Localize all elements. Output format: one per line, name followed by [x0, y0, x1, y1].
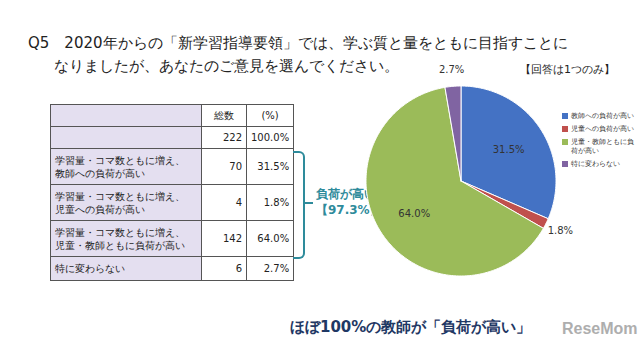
svg-text:31.5%: 31.5% — [493, 144, 525, 155]
html-text:64.0%: 64.0% — [257, 233, 290, 244]
html-text:142: 142 — [222, 233, 242, 244]
html-text:100.0%: 100.0% — [251, 132, 290, 143]
html-text:1.8%: 1.8% — [263, 197, 290, 208]
html-text:負荷が高い: 負荷が高い — [316, 187, 376, 201]
html-text:学習量・コマ数ともに増え、: 学習量・コマ数ともに増え、 — [55, 226, 185, 238]
html-text:学習量・コマ数ともに増え、: 学習量・コマ数ともに増え、 — [55, 154, 185, 166]
html-text:【97.3%】: 【97.3%】 — [316, 203, 382, 217]
html-text:なりましたが、あなたのご意見を選んでください。: なりましたが、あなたのご意見を選んでください。 — [54, 57, 399, 75]
html-text:4: 4 — [235, 197, 242, 208]
html-text:222: 222 — [222, 132, 242, 143]
html-text:2.7%: 2.7% — [263, 263, 290, 274]
html-text:特に変わらない: 特に変わらない — [55, 263, 125, 274]
svg-text:2.7%: 2.7% — [439, 64, 464, 75]
html-text:児童への負荷が高い: 児童への負荷が高い — [571, 125, 634, 133]
html-text:学習量・コマ数ともに増え、: 学習量・コマ数ともに増え、 — [55, 190, 185, 202]
html-text:児童・教師ともに負荷が高い: 児童・教師ともに負荷が高い — [571, 138, 634, 155]
html-text:ほぼ100%の教師が「負荷が高い」: ほぼ100%の教師が「負荷が高い」 — [290, 318, 532, 336]
html-text:総数: 総数 — [214, 110, 234, 121]
svg-text:1.8%: 1.8% — [548, 225, 573, 236]
html-text:70: 70 — [229, 161, 242, 172]
html-text:児童・教師ともに負荷が高い: 児童・教師ともに負荷が高い — [55, 239, 185, 251]
html-text:教師への負荷が高い: 教師への負荷が高い — [571, 112, 634, 120]
html-text:教師への負荷が高い: 教師への負荷が高い — [55, 167, 145, 179]
html-text:6: 6 — [235, 263, 242, 274]
html-text:Q5 2020年からの「新学習指導要領」では、学ぶ質と量をと: Q5 2020年からの「新学習指導要領」では、学ぶ質と量をともに目指すことに — [28, 34, 568, 52]
html-text:【回答は1つのみ】: 【回答は1つのみ】 — [520, 63, 615, 76]
html-text:ReseMom: ReseMom — [562, 320, 638, 337]
html-text:児童への負荷が高い: 児童への負荷が高い — [55, 203, 145, 215]
html-text:特に変わらない: 特に変わらない — [571, 160, 620, 168]
svg-text:64.0%: 64.0% — [398, 208, 430, 219]
html-text:31.5%: 31.5% — [257, 161, 290, 172]
